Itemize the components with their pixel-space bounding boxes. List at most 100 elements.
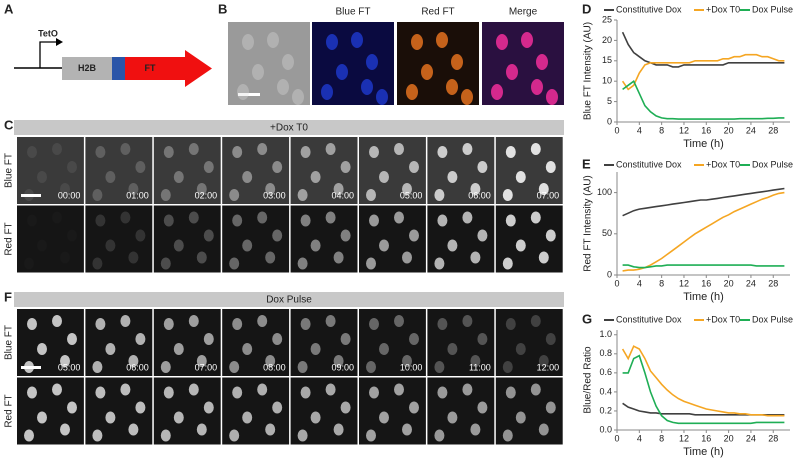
- x-tick-label: 16: [701, 278, 711, 288]
- cell: [515, 239, 526, 252]
- x-tick-label: 0: [614, 278, 619, 288]
- cell: [376, 89, 388, 105]
- cell: [37, 411, 47, 424]
- cell: [421, 64, 433, 80]
- ft-label: FT: [145, 63, 156, 73]
- cell: [321, 84, 333, 100]
- cell: [545, 333, 556, 345]
- cell: [437, 386, 448, 399]
- cell: [411, 34, 423, 50]
- time-stamp: 06:00: [468, 190, 491, 200]
- y-axis-title: Blue FT Intensity (AU): [583, 22, 594, 120]
- cell: [37, 343, 47, 355]
- series-line: [622, 402, 785, 416]
- panel-label: F: [4, 289, 12, 304]
- cell: [188, 211, 199, 224]
- cell: [37, 171, 47, 183]
- image-tile: [495, 309, 563, 376]
- cell: [340, 333, 351, 345]
- cell: [120, 211, 131, 224]
- cell: [27, 386, 37, 399]
- cell: [505, 146, 516, 158]
- cell: [163, 386, 174, 399]
- cell: [242, 411, 253, 424]
- image-tile: [85, 205, 153, 273]
- series-line: [621, 53, 785, 91]
- cell: [297, 189, 308, 201]
- panel-label: C: [4, 117, 14, 132]
- cell: [402, 423, 412, 436]
- cell: [92, 257, 103, 270]
- cell: [37, 240, 47, 252]
- time-stamp: 03:00: [263, 190, 286, 200]
- cell: [310, 411, 321, 424]
- y-tick-label: 100: [597, 187, 612, 197]
- y-tick-label: 0.4: [599, 386, 612, 396]
- y-tick-label: 0: [607, 269, 612, 279]
- cell: [229, 257, 240, 270]
- x-tick-label: 4: [637, 278, 642, 288]
- time-stamp: 09:00: [331, 362, 354, 372]
- cell: [326, 34, 338, 50]
- image-tile: [359, 309, 426, 376]
- cell: [351, 32, 363, 48]
- cell: [366, 429, 376, 442]
- row-label: Red FT: [4, 394, 15, 427]
- cell: [310, 239, 321, 252]
- cell: [470, 355, 481, 367]
- row-label: Blue FT: [4, 153, 15, 188]
- cell: [265, 183, 276, 195]
- cell: [163, 318, 174, 330]
- cell: [297, 429, 308, 442]
- cell: [232, 214, 243, 227]
- x-tick-label: 12: [679, 125, 689, 135]
- cell: [196, 355, 207, 367]
- cell: [67, 333, 77, 345]
- time-stamp: 00:00: [58, 190, 81, 200]
- cell: [325, 211, 336, 224]
- cell: [265, 423, 276, 436]
- cell: [437, 214, 448, 227]
- cell: [462, 211, 473, 224]
- cell: [300, 318, 311, 330]
- cell: [409, 229, 419, 242]
- cell: [292, 89, 304, 105]
- cell: [462, 315, 473, 327]
- time-stamp: 05:00: [400, 190, 423, 200]
- cell: [27, 146, 37, 158]
- cell: [232, 146, 243, 158]
- cell: [394, 143, 404, 155]
- cell: [515, 411, 526, 424]
- cell: [531, 79, 543, 95]
- y-tick-label: 15: [602, 55, 612, 65]
- x-tick-label: 0: [614, 433, 619, 443]
- cell: [447, 239, 458, 252]
- cell: [366, 257, 376, 270]
- cell: [437, 318, 448, 330]
- cell: [310, 171, 321, 183]
- cell: [545, 401, 556, 414]
- cell: [135, 161, 146, 173]
- cell: [173, 343, 184, 355]
- cell: [267, 32, 279, 48]
- cell: [120, 315, 131, 327]
- row-label: Blue FT: [4, 325, 15, 360]
- time-stamp: 10:00: [400, 362, 423, 372]
- series-line: [622, 191, 785, 272]
- y-tick-label: 0.0: [599, 424, 612, 434]
- h2b-label: H2B: [78, 63, 97, 73]
- cell: [27, 318, 37, 330]
- cell: [92, 429, 103, 442]
- cell: [530, 383, 541, 396]
- cell: [530, 143, 541, 155]
- x-axis-title: Time (h): [683, 446, 724, 458]
- cell: [361, 79, 373, 95]
- cell: [340, 229, 351, 242]
- cell: [297, 257, 308, 270]
- cell: [340, 401, 351, 414]
- cell: [67, 401, 77, 414]
- cell: [446, 79, 458, 95]
- cell: [272, 333, 283, 345]
- panel-label: A: [4, 1, 14, 16]
- y-axis-title: Red FT Intensity (AU): [583, 175, 594, 272]
